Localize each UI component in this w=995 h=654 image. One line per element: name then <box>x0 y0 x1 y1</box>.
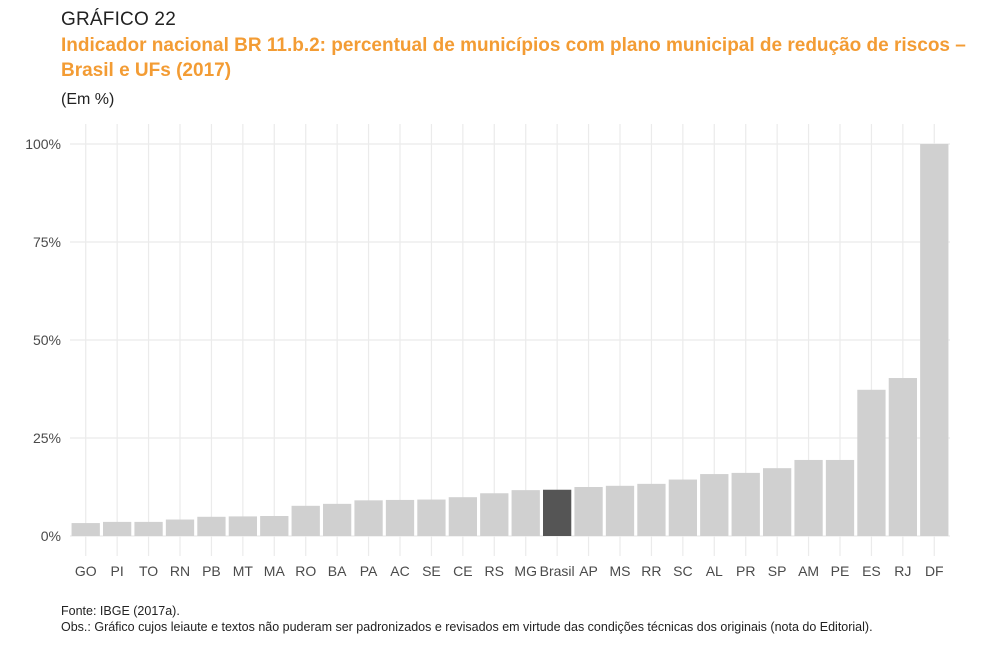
x-tick-label: BA <box>328 563 347 579</box>
x-tick-label: AL <box>706 563 723 579</box>
x-tick-label: RN <box>170 563 190 579</box>
x-tick-label: MA <box>264 563 286 579</box>
x-tick-label: GO <box>75 563 97 579</box>
bar-es <box>857 389 886 536</box>
x-tick-label: MS <box>610 563 631 579</box>
bar-brasil <box>543 489 572 536</box>
x-tick-label: PR <box>736 563 755 579</box>
x-tick-label: RO <box>295 563 316 579</box>
chart-header: GRÁFICO 22 Indicador nacional BR 11.b.2:… <box>61 8 981 110</box>
x-tick-label: SE <box>422 563 441 579</box>
x-tick-label: AM <box>798 563 819 579</box>
x-tick-label: MT <box>233 563 254 579</box>
bar-ms <box>605 485 635 536</box>
y-tick-label: 0% <box>41 528 61 544</box>
bar-sp <box>763 468 792 536</box>
bar-mt <box>228 516 257 536</box>
y-tick-label: 75% <box>33 234 61 250</box>
x-tick-label: AP <box>579 563 598 579</box>
figure-number: GRÁFICO 22 <box>61 9 176 30</box>
x-tick-label: SC <box>673 563 692 579</box>
x-tick-label: PE <box>831 563 850 579</box>
bar-ce <box>448 497 477 536</box>
bar-al <box>700 474 729 536</box>
bar-rr <box>637 483 666 536</box>
bar-to <box>134 521 163 536</box>
bar-pr <box>731 472 760 536</box>
y-tick-label: 100% <box>25 136 61 152</box>
chart-footer: Fonte: IBGE (2017a). Obs.: Gráfico cujos… <box>61 603 873 635</box>
x-tick-label: Brasil <box>540 563 575 579</box>
bar-df <box>920 144 949 536</box>
bar-pi <box>103 521 132 536</box>
bar-se <box>417 499 446 536</box>
bar-ma <box>260 516 289 536</box>
bar-pb <box>197 516 226 536</box>
bar-pe <box>825 459 855 536</box>
x-tick-label: TO <box>139 563 158 579</box>
bar-ac <box>385 499 415 536</box>
bar-sc <box>668 479 697 536</box>
bar-ap <box>574 487 603 536</box>
x-tick-label: SP <box>768 563 787 579</box>
bar-chart: 0% 25% 50% 75% 100% GO PI TO RN PB MT MA RO BA PA AC SE C… <box>25 124 950 579</box>
bar-go <box>71 523 100 536</box>
x-tick-label: RJ <box>894 563 911 579</box>
bar-pa <box>354 500 383 536</box>
x-tick-label: PA <box>360 563 378 579</box>
x-tick-label: MG <box>514 563 537 579</box>
unit-label: (Em %) <box>61 91 115 108</box>
x-tick-label: ES <box>862 563 881 579</box>
x-tick-label: CE <box>453 563 472 579</box>
bar-rn <box>165 519 195 536</box>
bar-ro <box>291 505 320 536</box>
x-tick-label: AC <box>390 563 409 579</box>
x-tick-label: PB <box>202 563 221 579</box>
bar-am <box>794 459 823 536</box>
bar-ba <box>323 503 352 536</box>
x-tick-label: DF <box>925 563 944 579</box>
source-note: Fonte: IBGE (2017a). <box>61 604 180 618</box>
y-tick-label: 50% <box>33 332 61 348</box>
bar-rs <box>480 493 509 536</box>
x-tick-label: PI <box>111 563 124 579</box>
chart-title: Indicador nacional BR 11.b.2: percentual… <box>61 35 966 81</box>
bar-mg <box>511 490 540 536</box>
editorial-note: Obs.: Gráfico cujos leiaute e textos não… <box>61 620 873 634</box>
y-tick-label: 25% <box>33 430 61 446</box>
x-tick-label: RS <box>485 563 504 579</box>
x-tick-label: RR <box>641 563 661 579</box>
bar-rj <box>888 378 917 536</box>
